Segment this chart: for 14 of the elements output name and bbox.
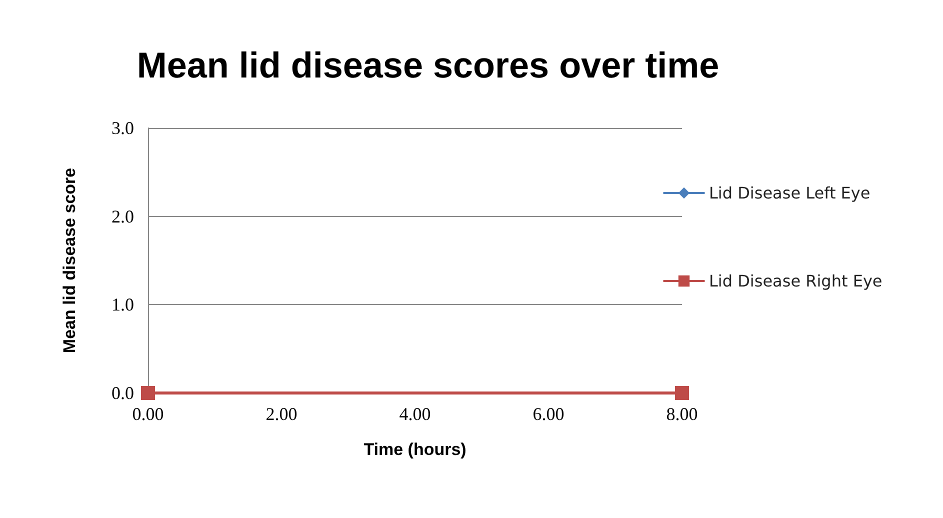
- x-tick-label: 4.00: [399, 404, 431, 424]
- x-axis-title: Time (hours): [364, 440, 466, 459]
- y-axis-title: Mean lid disease score: [60, 168, 79, 354]
- x-tick-label: 2.00: [266, 404, 298, 424]
- chart-title: Mean lid disease scores over time: [136, 44, 720, 86]
- y-tick-label: 0.0: [112, 383, 134, 403]
- legend-label: Lid Disease Right Eye: [709, 272, 882, 290]
- y-tick-label: 2.0: [112, 206, 134, 226]
- x-tick-label: 0.00: [132, 404, 164, 424]
- y-tick-label: 3.0: [112, 118, 134, 138]
- y-tick-label: 1.0: [112, 294, 134, 315]
- x-tick-label: 8.00: [666, 404, 698, 424]
- x-tick-label: 6.00: [532, 404, 564, 424]
- legend-label: Lid Disease Left Eye: [709, 184, 870, 202]
